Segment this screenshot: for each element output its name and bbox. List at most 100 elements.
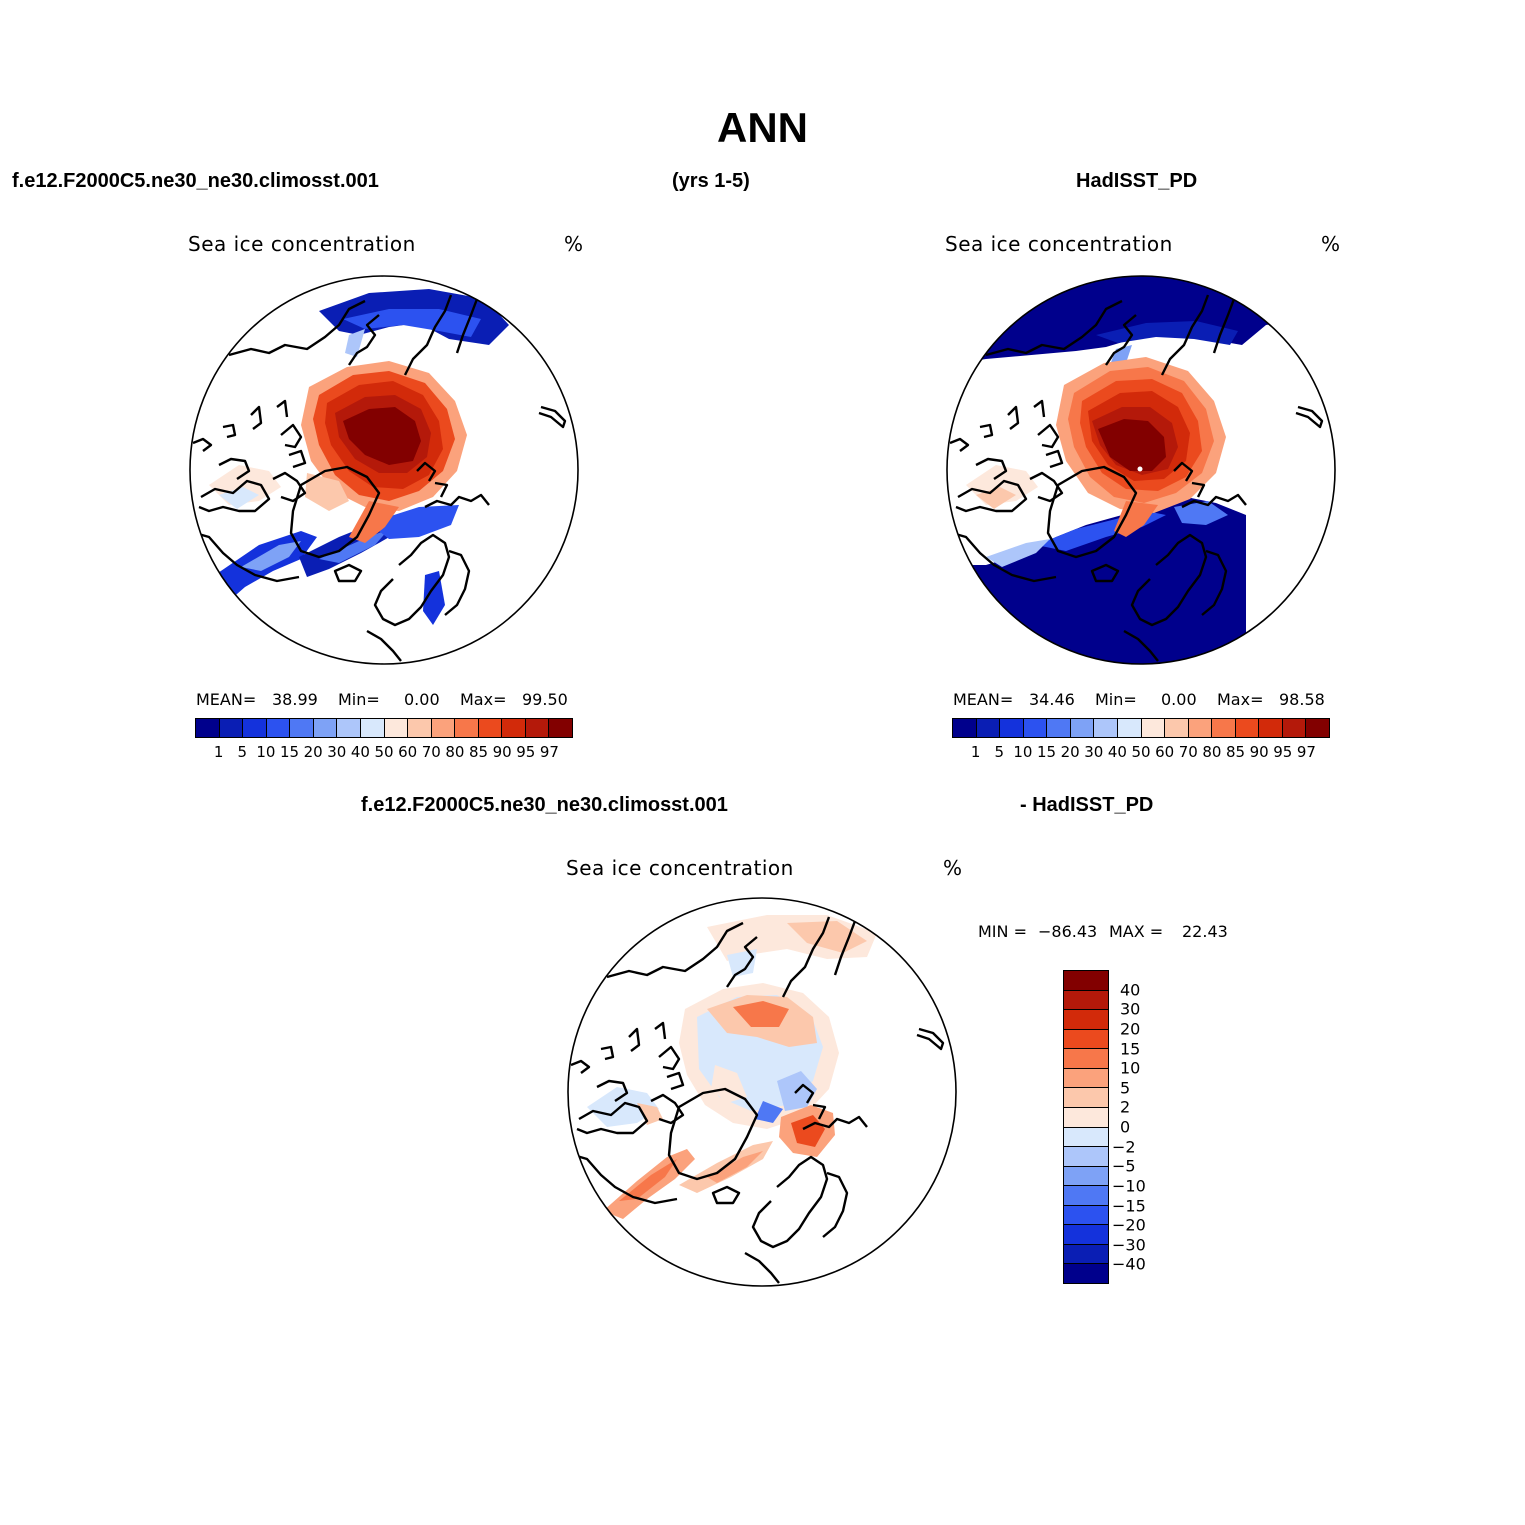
colorbar-swatch	[1117, 719, 1142, 737]
colorbar-swatch	[1047, 719, 1071, 737]
colorbar-tick-label: −10	[1112, 1176, 1146, 1196]
colorbar-tick-label: 70	[1178, 743, 1198, 761]
colorbar-tick-label: 0	[1120, 1117, 1131, 1137]
colorbar-swatch	[1064, 1205, 1108, 1226]
colorbar-swatch	[976, 719, 1001, 737]
colorbar-tick-label: 70	[421, 743, 441, 761]
colorbar-swatch	[219, 719, 244, 737]
colorbar-swatch	[1064, 1068, 1108, 1089]
colorbar-swatch	[337, 719, 361, 737]
colorbar-swatch	[1094, 719, 1118, 737]
colorbar-swatch	[1306, 719, 1329, 737]
colorbar-swatch	[1064, 1225, 1108, 1245]
obs-panel-title: Sea ice concentration	[945, 232, 1173, 256]
colorbar-tick-label: 95	[1273, 743, 1293, 761]
diff-case-name: f.e12.F2000C5.ne30_ne30.climosst.001	[361, 794, 728, 816]
colorbar-tick-label: 5	[994, 743, 1005, 761]
obs-mean-label: MEAN=	[953, 690, 1014, 709]
diff-max-label: MAX =	[1109, 922, 1164, 941]
colorbar-swatch	[431, 719, 456, 737]
colorbar-swatch	[1064, 1186, 1108, 1206]
model-mean-value: 38.99	[272, 690, 318, 709]
colorbar-swatch	[384, 719, 409, 737]
colorbar-swatch	[1259, 719, 1283, 737]
diff-colorbar-ticks: 40 30 20 15 10 5 2 0 −2 −5 −10 −15 −20 −30 −40	[1112, 970, 1178, 1284]
model-colorbar	[195, 718, 573, 738]
colorbar-swatch	[478, 719, 503, 737]
model-panel-units: %	[564, 232, 584, 256]
colorbar-tick-label: −5	[1112, 1156, 1136, 1176]
colorbar-tick-label: 10	[1120, 1058, 1141, 1078]
obs-min-value: 0.00	[1161, 690, 1197, 709]
colorbar-swatch	[1000, 719, 1024, 737]
diff-colorbar	[1063, 970, 1109, 1284]
colorbar-tick-label: 5	[237, 743, 248, 761]
colorbar-swatch	[455, 719, 479, 737]
colorbar-tick-label: 30	[327, 743, 347, 761]
colorbar-swatch	[1064, 1029, 1108, 1050]
colorbar-swatch	[243, 719, 267, 737]
colorbar-swatch	[360, 719, 385, 737]
colorbar-tick-label: 80	[445, 743, 465, 761]
colorbar-tick-label: 1	[970, 743, 981, 761]
obs-panel-units: %	[1321, 232, 1341, 256]
colorbar-tick-label: −20	[1112, 1215, 1146, 1235]
diff-obs-name: - HadISST_PD	[1020, 794, 1154, 816]
colorbar-swatch	[1235, 719, 1260, 737]
diff-panel-units: %	[943, 856, 963, 880]
colorbar-tick-label: 20	[303, 743, 323, 761]
colorbar-tick-label: 30	[1120, 999, 1141, 1019]
colorbar-swatch	[1212, 719, 1236, 737]
obs-max-label: Max=	[1217, 690, 1264, 709]
colorbar-swatch	[1064, 1244, 1108, 1265]
colorbar-swatch	[1188, 719, 1213, 737]
colorbar-tick-label: 20	[1060, 743, 1080, 761]
model-min-label: Min=	[338, 690, 380, 709]
diff-min-label: MIN =	[978, 922, 1027, 941]
colorbar-tick-label: −15	[1112, 1196, 1146, 1215]
colorbar-swatch	[196, 719, 220, 737]
colorbar-tick-label: 40	[350, 743, 370, 761]
diff-panel-title: Sea ice concentration	[566, 856, 794, 880]
obs-max-value: 98.58	[1279, 690, 1325, 709]
colorbar-tick-label: 5	[1120, 1078, 1131, 1098]
colorbar-swatch	[1064, 1127, 1108, 1148]
colorbar-swatch	[1064, 1166, 1108, 1187]
diff-min-value: −86.43	[1038, 922, 1098, 941]
model-mean-label: MEAN=	[196, 690, 257, 709]
years-header: (yrs 1-5)	[672, 170, 750, 192]
colorbar-swatch	[1070, 719, 1095, 737]
colorbar-swatch	[266, 719, 291, 737]
colorbar-tick-label: 50	[374, 743, 394, 761]
colorbar-swatch	[549, 719, 572, 737]
colorbar-swatch	[1064, 1049, 1108, 1069]
obs-min-label: Min=	[1095, 690, 1137, 709]
colorbar-swatch	[1165, 719, 1189, 737]
colorbar-tick-label: −40	[1112, 1254, 1146, 1274]
colorbar-tick-label: 10	[256, 743, 276, 761]
colorbar-tick-label: 97	[539, 743, 559, 761]
obs-colorbar	[952, 718, 1330, 738]
colorbar-swatch	[313, 719, 338, 737]
colorbar-tick-label: 85	[468, 743, 489, 761]
model-colorbar-ticks: 1 5 10 15 20 30 40 50 60 70 80 85 90 95 97	[195, 743, 573, 763]
colorbar-tick-label: 10	[1013, 743, 1033, 761]
colorbar-swatch	[1282, 719, 1307, 737]
diff-max-value: 22.43	[1182, 922, 1228, 941]
obs-colorbar-ticks: 1 5 10 15 20 30 40 50 60 70 80 85 90 95 97	[952, 743, 1330, 763]
obs-mean-value: 34.46	[1029, 690, 1075, 709]
colorbar-tick-label: 40	[1120, 980, 1141, 1000]
colorbar-tick-label: 97	[1296, 743, 1316, 761]
colorbar-tick-label: 60	[398, 743, 418, 761]
colorbar-tick-label: 40	[1107, 743, 1127, 761]
colorbar-tick-label: −30	[1112, 1235, 1146, 1255]
colorbar-tick-label: 90	[1249, 743, 1269, 761]
colorbar-tick-label: 50	[1131, 743, 1151, 761]
colorbar-tick-label: 60	[1155, 743, 1175, 761]
colorbar-tick-label: 15	[1120, 1039, 1141, 1058]
colorbar-swatch	[290, 719, 314, 737]
colorbar-tick-label: 95	[516, 743, 536, 761]
colorbar-tick-label: 15	[1036, 743, 1057, 761]
case-name-header: f.e12.F2000C5.ne30_ne30.climosst.001	[12, 170, 379, 192]
